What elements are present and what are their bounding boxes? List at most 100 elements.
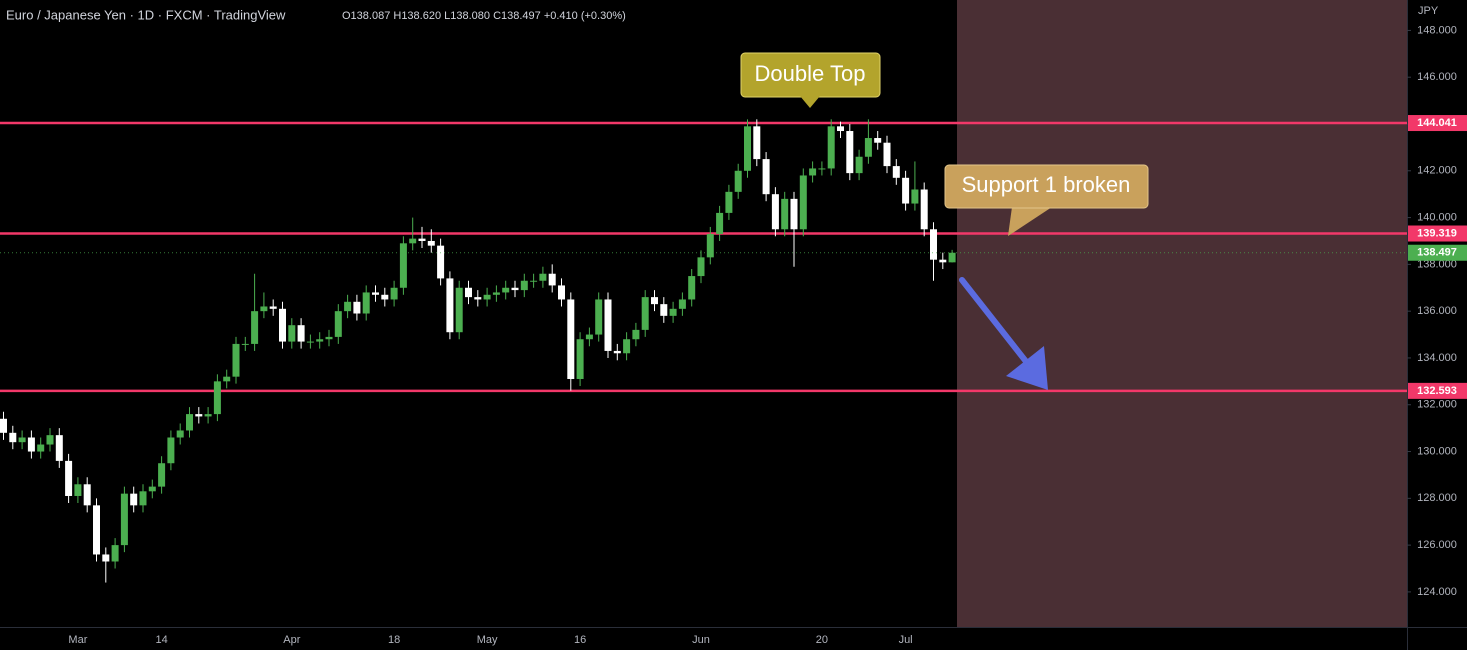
- candle-body: [474, 297, 482, 300]
- candle-body: [0, 418, 7, 433]
- candle-body: [18, 437, 26, 443]
- candle-body: [297, 325, 305, 342]
- candle-body: [288, 325, 296, 342]
- x-tick-label: 16: [574, 634, 586, 646]
- candle-body: [372, 292, 379, 295]
- arrow-head: [1006, 346, 1048, 390]
- candle-body: [139, 491, 147, 506]
- candle-body: [176, 430, 184, 438]
- callout-pointer: [1008, 207, 1052, 236]
- candle-body: [864, 138, 872, 157]
- candle-body: [195, 414, 203, 417]
- candle-body: [232, 343, 240, 377]
- chart-title: Euro / Japanese Yen · 1D · FXCM · Tradin…: [6, 7, 286, 22]
- candle-body: [623, 339, 631, 354]
- candle-body: [902, 177, 910, 204]
- candle-body: [939, 259, 947, 263]
- candle-body: [697, 257, 705, 277]
- level-label: 139.319: [1417, 227, 1457, 239]
- callout-pointer: [800, 96, 820, 108]
- candle-body: [585, 334, 593, 340]
- candle-body: [669, 308, 677, 316]
- double-top-callout: Double Top: [740, 52, 881, 108]
- x-tick-label: 18: [388, 634, 400, 646]
- candle-body: [492, 292, 500, 295]
- candle-body: [55, 435, 63, 461]
- candle-body: [279, 308, 286, 342]
- candle-body: [548, 273, 556, 286]
- candle-body: [120, 493, 128, 546]
- y-tick-label: 142.000: [1417, 165, 1457, 177]
- candle-body: [641, 297, 649, 330]
- candle-body: [613, 350, 621, 354]
- candle-body: [520, 280, 528, 291]
- candle-body: [762, 159, 770, 195]
- candle-body: [604, 299, 612, 351]
- candle-body: [753, 126, 761, 160]
- candle-body: [920, 189, 928, 230]
- candle-body: [102, 554, 110, 562]
- level-tag: [1408, 225, 1467, 242]
- candle-body: [874, 138, 882, 143]
- candle-body: [911, 189, 919, 204]
- candle-body: [809, 168, 817, 176]
- candle-body: [74, 484, 82, 496]
- candle-body: [306, 341, 314, 343]
- candle-body: [37, 444, 45, 452]
- candle-body: [455, 287, 463, 333]
- candle-body: [381, 294, 389, 300]
- y-tick-label: 136.000: [1417, 305, 1457, 317]
- projection-arrow: [959, 277, 1048, 390]
- candle-body: [567, 299, 575, 380]
- candle-body: [418, 238, 426, 241]
- level-label: 144.041: [1417, 117, 1457, 129]
- candle-body: [827, 126, 835, 169]
- candle-body: [465, 287, 472, 298]
- candle-body: [167, 437, 175, 464]
- candle-body: [353, 301, 361, 314]
- candle-body: [734, 170, 742, 192]
- candle-body: [362, 292, 370, 314]
- candle-body: [511, 287, 519, 291]
- candle-body: [409, 238, 417, 244]
- candle-body: [539, 273, 547, 281]
- plot-area: [0, 119, 1407, 583]
- x-tick-label: Mar: [68, 634, 87, 646]
- x-tick-label: Jun: [692, 634, 710, 646]
- candle-body: [111, 545, 119, 562]
- candle-body: [502, 287, 510, 293]
- y-tick-label: 128.000: [1417, 492, 1457, 504]
- level-label: 132.593: [1417, 385, 1457, 397]
- candle-body: [706, 233, 714, 258]
- arrow-shaft: [959, 277, 1031, 367]
- candle-body: [837, 126, 844, 132]
- candle-body: [483, 294, 491, 300]
- candle-body: [576, 339, 584, 380]
- y-tick-label: 148.000: [1417, 24, 1457, 36]
- candle-body: [251, 311, 259, 344]
- candle-body: [186, 414, 193, 431]
- support-callout: Support 1 broken: [944, 164, 1149, 236]
- y-tick-label: 134.000: [1417, 352, 1457, 364]
- x-tick-label: May: [477, 634, 498, 646]
- y-tick-label: 126.000: [1417, 539, 1457, 551]
- candle-body: [558, 285, 565, 300]
- y-tick-label: 124.000: [1417, 586, 1457, 598]
- candle-body: [46, 435, 54, 445]
- last-price-label: 138.497: [1417, 247, 1457, 259]
- candle-body: [716, 212, 724, 234]
- y-tick-label: 130.000: [1417, 445, 1457, 457]
- candle-body: [855, 156, 863, 174]
- level-tag: [1408, 115, 1467, 132]
- candle-body: [771, 194, 779, 230]
- candle-body: [651, 297, 658, 305]
- candle-body: [892, 166, 900, 178]
- candle-body: [27, 437, 35, 452]
- candle-body: [213, 381, 221, 415]
- candle-body: [818, 168, 826, 170]
- callout-text: Support 1 broken: [962, 172, 1131, 197]
- candle-body: [846, 131, 854, 174]
- candle-body: [223, 376, 231, 382]
- candle-body: [688, 276, 696, 300]
